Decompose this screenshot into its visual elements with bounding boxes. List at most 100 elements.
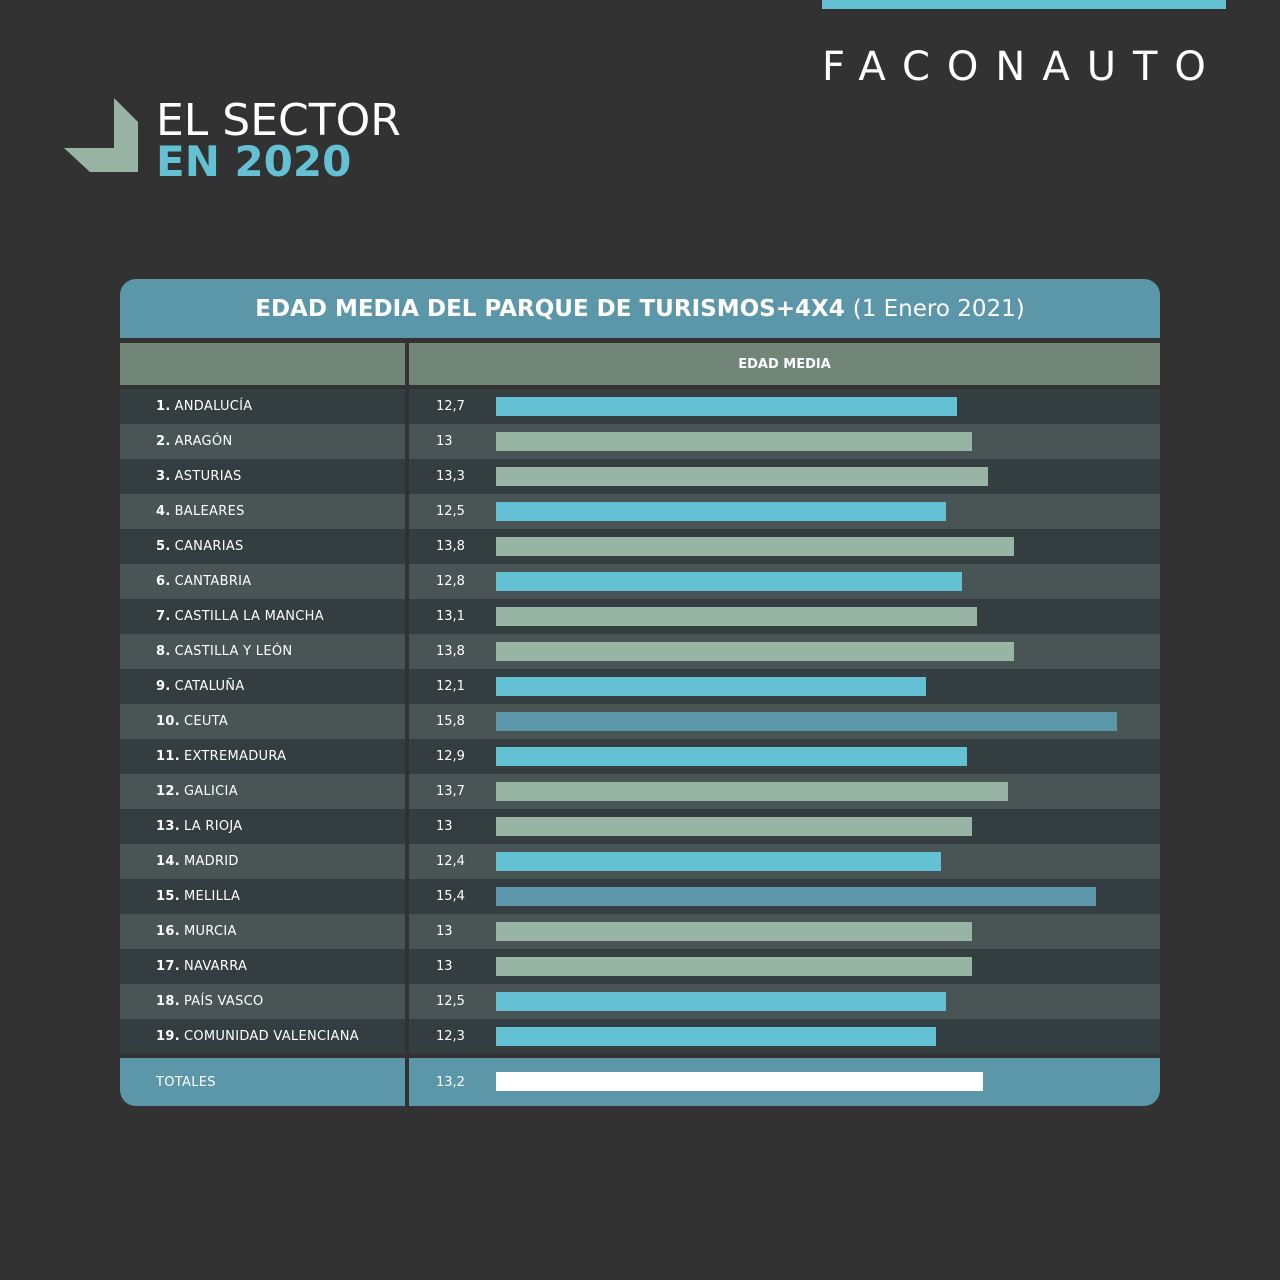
region-label: 3. ASTURIAS: [120, 459, 405, 494]
data-label: 12,7: [436, 399, 465, 414]
data-label: 13: [436, 819, 453, 834]
value-cell: 12,5: [409, 984, 1160, 1019]
value-cell: 12,1: [409, 669, 1160, 704]
table-row: 15. MELILLA 15,4: [120, 879, 1160, 914]
data-label: 12,5: [436, 994, 465, 1009]
corner-logo-icon: [64, 98, 138, 172]
value-cell: 15,8: [409, 704, 1160, 739]
value-cell: 13: [409, 424, 1160, 459]
region-label: 17. NAVARRA: [120, 949, 405, 984]
region-number: 2.: [156, 434, 171, 449]
value-cell: 13: [409, 809, 1160, 844]
region-number: 19.: [156, 1029, 180, 1044]
region-label: 18. PAÍS VASCO: [120, 984, 405, 1019]
table-row: 4. BALEARES 12,5: [120, 494, 1160, 529]
region-label: 4. BALEARES: [120, 494, 405, 529]
region-number: 6.: [156, 574, 171, 589]
bar: [496, 607, 978, 626]
region-name: MELILLA: [183, 889, 241, 904]
region-label: 16. MURCIA: [120, 914, 405, 949]
table-row: 7. CASTILLA LA MANCHA 13,1: [120, 599, 1160, 634]
chart-rows: 1. ANDALUCÍA 12,7 2. ARAGÓN 13 3. ASTURIAS 13…: [120, 389, 1160, 1054]
data-label: 13: [436, 959, 453, 974]
region-number: 4.: [156, 504, 171, 519]
region-label: 2. ARAGÓN: [120, 424, 405, 459]
table-row: 18. PAÍS VASCO 12,5: [120, 984, 1160, 1019]
region-name: CASTILLA LA MANCHA: [174, 609, 324, 624]
region-label: 14. MADRID: [120, 844, 405, 879]
bar: [496, 922, 973, 941]
bar: [496, 537, 1014, 556]
region-number: 11.: [156, 749, 180, 764]
chart-title: EDAD MEDIA DEL PARQUE DE TURISMOS+4X4 (1…: [120, 279, 1160, 338]
region-name: CANARIAS: [174, 539, 244, 554]
region-number: 10.: [156, 714, 180, 729]
value-cell: 12,7: [409, 389, 1160, 424]
region-name: CATALUÑA: [174, 679, 245, 694]
bar: [496, 467, 988, 486]
region-name: MURCIA: [183, 924, 237, 939]
value-cell: 12,8: [409, 564, 1160, 599]
brand-logo: FACONAUTO: [822, 44, 1223, 90]
value-cell: 13: [409, 949, 1160, 984]
region-number: 5.: [156, 539, 171, 554]
region-label: 1. ANDALUCÍA: [120, 389, 405, 424]
bar: [496, 747, 968, 766]
table-row: 16. MURCIA 13: [120, 914, 1160, 949]
region-name: MADRID: [183, 854, 239, 869]
bar: [496, 957, 973, 976]
totals-row: TOTALES 13,2: [120, 1058, 1160, 1106]
table-row: 11. EXTREMADURA 12,9: [120, 739, 1160, 774]
region-label: 8. CASTILLA Y LEÓN: [120, 634, 405, 669]
region-number: 17.: [156, 959, 180, 974]
bar: [496, 677, 926, 696]
totals-value: 13,2: [436, 1074, 465, 1090]
region-name: CEUTA: [183, 714, 229, 729]
data-label: 15,8: [436, 714, 465, 729]
table-row: 9. CATALUÑA 12,1: [120, 669, 1160, 704]
header-line2: EN 2020: [156, 137, 352, 186]
table-row: 5. CANARIAS 13,8: [120, 529, 1160, 564]
bar: [496, 992, 947, 1011]
region-number: 8.: [156, 644, 171, 659]
bar: [496, 397, 957, 416]
table-row: 19. COMUNIDAD VALENCIANA 12,3: [120, 1019, 1160, 1054]
region-number: 16.: [156, 924, 180, 939]
data-label: 13,3: [436, 469, 465, 484]
value-cell: 13,8: [409, 529, 1160, 564]
totals-bar: [496, 1072, 983, 1091]
region-label: 10. CEUTA: [120, 704, 405, 739]
region-label: 12. GALICIA: [120, 774, 405, 809]
table-row: 14. MADRID 12,4: [120, 844, 1160, 879]
region-name: NAVARRA: [183, 959, 248, 974]
region-label: 13. LA RIOJA: [120, 809, 405, 844]
region-label: 5. CANARIAS: [120, 529, 405, 564]
data-label: 12,8: [436, 574, 465, 589]
bar: [496, 712, 1117, 731]
region-name: COMUNIDAD VALENCIANA: [183, 1029, 359, 1044]
bar: [496, 642, 1014, 661]
region-label: 7. CASTILLA LA MANCHA: [120, 599, 405, 634]
value-cell: 13,7: [409, 774, 1160, 809]
region-name: LA RIOJA: [183, 819, 243, 834]
data-label: 13,8: [436, 644, 465, 659]
value-cell: 13,8: [409, 634, 1160, 669]
region-number: 14.: [156, 854, 180, 869]
value-cell: 13,1: [409, 599, 1160, 634]
totals-label: TOTALES: [120, 1058, 405, 1106]
data-label: 12,1: [436, 679, 465, 694]
region-label: 9. CATALUÑA: [120, 669, 405, 704]
region-name: CANTABRIA: [174, 574, 252, 589]
region-number: 15.: [156, 889, 180, 904]
data-label: 12,3: [436, 1029, 465, 1044]
table-row: 3. ASTURIAS 13,3: [120, 459, 1160, 494]
region-number: 9.: [156, 679, 171, 694]
bar: [496, 817, 973, 836]
data-label: 13,7: [436, 784, 465, 799]
table-row: 12. GALICIA 13,7: [120, 774, 1160, 809]
bar: [496, 852, 942, 871]
totals-cell: 13,2: [409, 1058, 1160, 1106]
region-number: 1.: [156, 399, 171, 414]
data-label: 12,5: [436, 504, 465, 519]
data-label: 12,4: [436, 854, 465, 869]
